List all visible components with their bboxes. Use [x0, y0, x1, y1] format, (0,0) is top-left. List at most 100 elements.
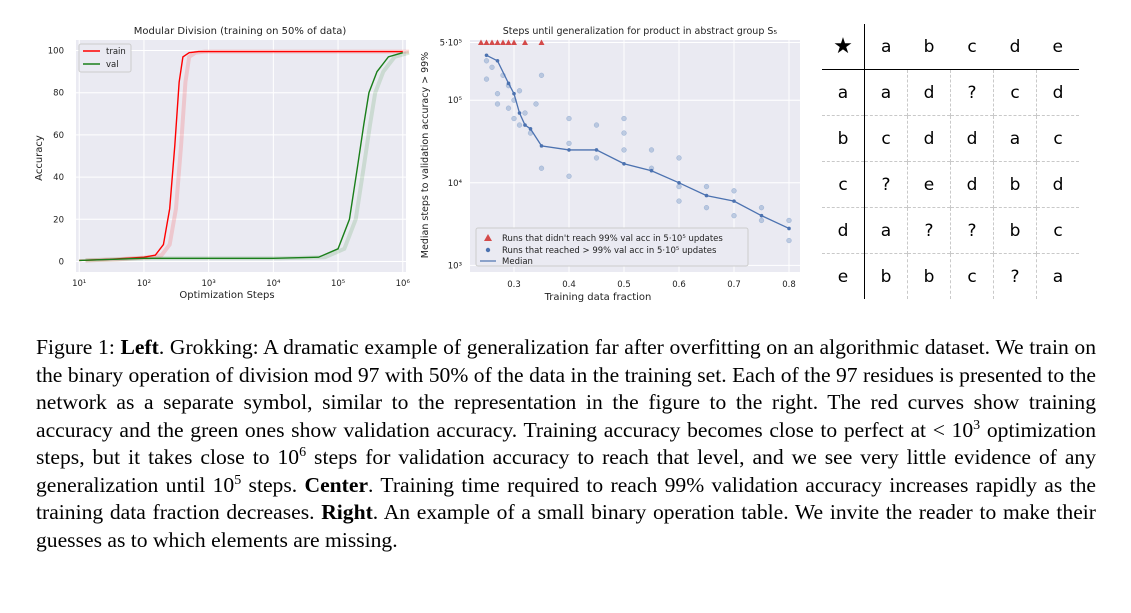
median-point	[594, 148, 599, 152]
reached-run-point	[505, 105, 512, 111]
median-point	[484, 53, 489, 58]
reached-run-point	[676, 198, 682, 204]
table-cell: d	[907, 115, 951, 162]
reached-run-point	[533, 101, 539, 107]
table-cell: d	[1036, 161, 1079, 208]
table-cell: ?	[950, 69, 994, 116]
x-tick-label: 0.6	[672, 280, 686, 290]
x-tick-label: 10⁵	[331, 279, 345, 289]
reached-run-point	[676, 155, 682, 161]
table-cell: d	[950, 161, 994, 208]
legend-val-label: val	[106, 60, 119, 70]
unreached-run-marker	[538, 39, 545, 45]
left-plot-area	[76, 40, 406, 272]
unreached-run-marker	[505, 39, 512, 45]
table-cell: c	[950, 253, 994, 299]
reached-run-point	[494, 101, 501, 107]
reached-run-point	[758, 205, 765, 211]
table-cell: a	[993, 115, 1037, 162]
table-cell: d	[950, 115, 994, 162]
table-cell: ?	[907, 207, 951, 254]
y-tick-label: 100	[48, 47, 64, 57]
column-header: e	[1036, 24, 1079, 70]
left-series-lines	[79, 49, 410, 263]
x-tick-label: 10¹	[72, 279, 86, 289]
reached-run-point	[731, 188, 737, 194]
table-cell: c	[1036, 207, 1079, 254]
x-tick-label: 10⁶	[396, 279, 410, 289]
reached-run-point	[621, 115, 627, 122]
unreached-run-marker	[522, 39, 528, 45]
reached-run-point	[522, 110, 528, 116]
center-chart-title: Steps until generalization for product i…	[503, 26, 778, 37]
row-label: b	[822, 115, 865, 162]
figure-caption: Figure 1: Left. Grokking: A dramatic exa…	[36, 334, 1096, 554]
center-scatter-points	[478, 39, 792, 244]
table-row: e b b c ? a	[822, 253, 1079, 299]
unreached-run-marker	[511, 39, 517, 45]
column-header: c	[950, 24, 994, 70]
reached-run-point	[566, 115, 572, 122]
caption-text: optimization steps, but it takes close t…	[36, 417, 1096, 470]
table-row: a a d ? c d	[822, 69, 1079, 116]
median-point	[495, 59, 500, 63]
median-point	[523, 123, 527, 127]
reached-run-point	[516, 88, 523, 94]
x-tick-label: 0.8	[782, 280, 796, 290]
median-point	[512, 91, 516, 96]
column-header: b	[907, 24, 951, 70]
legend-unreached-label: Runs that didn't reach 99% val acc in 5·…	[502, 234, 723, 244]
median-point	[787, 226, 791, 231]
table-cell: b	[993, 207, 1037, 254]
center-legend: Runs that didn't reach 99% val acc in 5·…	[475, 227, 749, 267]
reached-run-point	[483, 58, 490, 64]
x-tick-label: 10³	[202, 279, 216, 289]
unreached-run-marker	[478, 39, 484, 45]
unreached-run-marker	[494, 39, 501, 45]
y-tick-label: 20	[53, 215, 64, 225]
reached-run-point	[731, 213, 737, 219]
table-cell: b	[864, 253, 908, 299]
table-cell: ?	[864, 161, 908, 208]
caption-center-heading: Center	[304, 472, 369, 497]
reached-run-point	[538, 165, 545, 171]
reached-run-point	[703, 205, 710, 211]
row-label: d	[822, 207, 865, 254]
y-tick-label: 80	[53, 89, 64, 99]
binary-operation-table: ★ a b c d e a a d ? c d b c d d a c c ? …	[822, 24, 1079, 299]
x-tick-label: 0.7	[727, 280, 741, 290]
y-tick-label: 10⁴	[448, 179, 463, 189]
caption-center-text: . Training time required to reach 99% va…	[36, 472, 1096, 525]
table-row: b c d d a c	[822, 115, 1079, 162]
reached-run-point	[593, 122, 600, 128]
unreached-run-marker	[500, 39, 506, 45]
caption-text: steps for validation accuracy to reach t…	[36, 445, 1096, 497]
median-point	[732, 199, 736, 203]
y-tick-label: 0	[59, 257, 64, 267]
table-header-row: ★ a b c d e	[822, 24, 1079, 70]
table-cell: ?	[950, 207, 994, 254]
median-point	[567, 148, 571, 152]
left-y-axis-label: Accuracy	[34, 135, 45, 181]
reached-run-point	[786, 237, 792, 244]
y-tick-label: 10³	[448, 261, 462, 271]
reached-run-point	[511, 115, 517, 122]
table-cell: c	[864, 115, 908, 162]
reached-run-point	[621, 147, 627, 153]
median-point	[528, 127, 533, 131]
legend-train-label: train	[106, 47, 126, 57]
x-tick-label: 10²	[137, 279, 151, 289]
median-point	[759, 213, 764, 218]
reached-run-point	[483, 76, 490, 82]
median-point	[622, 161, 626, 166]
legend-unreached-marker	[484, 234, 492, 241]
x-tick-label: 0.3	[507, 280, 521, 290]
reached-run-point	[593, 155, 600, 161]
caption-left-heading: Left	[120, 335, 159, 359]
series-line-val	[79, 51, 403, 262]
median-point	[506, 81, 511, 86]
center-y-axis-label: Median steps to validation accuracy > 99…	[420, 52, 431, 258]
reached-run-point	[516, 122, 523, 128]
left-legend: train val	[78, 43, 132, 73]
table-cell: a	[1036, 253, 1079, 299]
